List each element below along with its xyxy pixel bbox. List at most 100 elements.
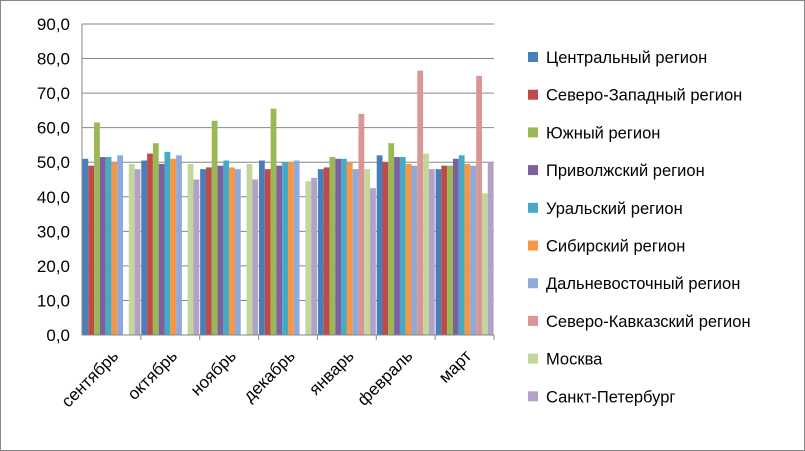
bar (476, 75, 482, 335)
legend-swatch (528, 202, 538, 213)
bar (435, 169, 442, 335)
bar (99, 157, 106, 335)
bar (411, 165, 418, 335)
bar (335, 158, 342, 335)
legend-label: Центральный регион (546, 49, 707, 67)
bar (458, 155, 465, 335)
legend-swatch (528, 165, 538, 176)
bar (447, 165, 453, 335)
bar (246, 163, 253, 335)
bar (394, 157, 400, 335)
bar (346, 162, 353, 335)
bar (170, 158, 177, 335)
legend: Центральный регион Северо-Западный регион… (528, 49, 751, 406)
x-tick-label: март (435, 346, 475, 386)
bar (358, 113, 365, 335)
bar (370, 188, 376, 335)
bar (311, 177, 317, 335)
y-axis-ticks: 0,0 10,0 20,0 30,0 40,0 50,0 60,0 70,0 80,0 90,0 (37, 15, 70, 345)
legend-swatch (528, 391, 538, 402)
bar (252, 179, 259, 335)
y-tick-label: 0,0 (46, 326, 70, 345)
bar (323, 167, 330, 335)
bar (211, 120, 218, 335)
legend-label: Санкт-Петербург (546, 388, 675, 406)
bar (376, 155, 383, 335)
legend-swatch (528, 353, 538, 364)
bar (152, 143, 159, 335)
bars (82, 70, 494, 336)
legend-label: Северо-Кавказский регион (546, 313, 751, 331)
bar (305, 181, 312, 335)
bar (94, 122, 100, 335)
bar (329, 157, 336, 335)
legend-swatch (528, 278, 538, 289)
bar (128, 163, 135, 335)
bar (223, 160, 230, 335)
x-tick-label: январь (305, 346, 358, 399)
x-axis-ticks: сентябрь октябрь ноябрь декабрь январьфеврал… (58, 346, 476, 411)
legend-swatch (528, 315, 538, 326)
bar (364, 169, 371, 335)
bar (452, 158, 459, 335)
bar (288, 162, 294, 335)
bar (293, 160, 300, 335)
bar (481, 193, 488, 335)
axes (81, 24, 495, 340)
legend-label: Москва (546, 351, 603, 369)
bar (259, 160, 265, 335)
bar (382, 162, 389, 335)
bar (217, 165, 224, 335)
y-tick-label: 90,0 (37, 15, 70, 34)
bar (428, 169, 435, 335)
x-tick-label: октябрь (124, 346, 181, 403)
y-tick-label: 10,0 (37, 291, 70, 310)
bar (270, 108, 277, 336)
bar (105, 157, 112, 335)
bar (341, 158, 347, 335)
bar (464, 163, 471, 335)
x-tick-label: февраль (353, 346, 416, 409)
y-tick-label: 50,0 (37, 153, 70, 172)
bar (470, 165, 477, 335)
y-tick-label: 60,0 (37, 119, 70, 138)
bar (352, 169, 359, 335)
legend-label: Уральский регион (546, 200, 683, 218)
bar (229, 167, 235, 335)
y-tick-label: 70,0 (37, 84, 70, 103)
legend-swatch (528, 89, 538, 100)
x-tick-label: ноябрь (187, 346, 240, 399)
y-tick-label: 20,0 (37, 257, 70, 276)
legend-label: Сибирский регион (546, 238, 685, 256)
legend-label: Дальневосточный регион (546, 275, 740, 293)
bar (158, 163, 165, 335)
bar (234, 169, 241, 335)
bar (193, 179, 200, 335)
bar (423, 153, 429, 335)
bar (82, 158, 89, 335)
bar (111, 162, 118, 335)
legend-swatch (528, 127, 538, 138)
bar (282, 162, 288, 335)
legend-swatch (528, 240, 538, 251)
bar (187, 163, 194, 335)
bar (276, 165, 283, 335)
x-tick-label: декабрь (240, 346, 299, 405)
bar (417, 70, 424, 336)
bar (388, 143, 395, 335)
legend-label: Северо-Западный регион (546, 87, 742, 105)
y-tick-label: 80,0 (37, 50, 70, 69)
legend-swatch (528, 52, 538, 62)
bar (117, 155, 124, 335)
x-tick-label: сентябрь (58, 346, 123, 411)
bar (205, 167, 212, 335)
bar (200, 169, 206, 335)
bar (264, 169, 271, 335)
bar (164, 151, 171, 335)
bar (134, 169, 141, 335)
y-tick-label: 30,0 (37, 222, 70, 241)
bar (176, 155, 182, 335)
bar (399, 157, 406, 335)
y-tick-label: 40,0 (37, 188, 70, 207)
